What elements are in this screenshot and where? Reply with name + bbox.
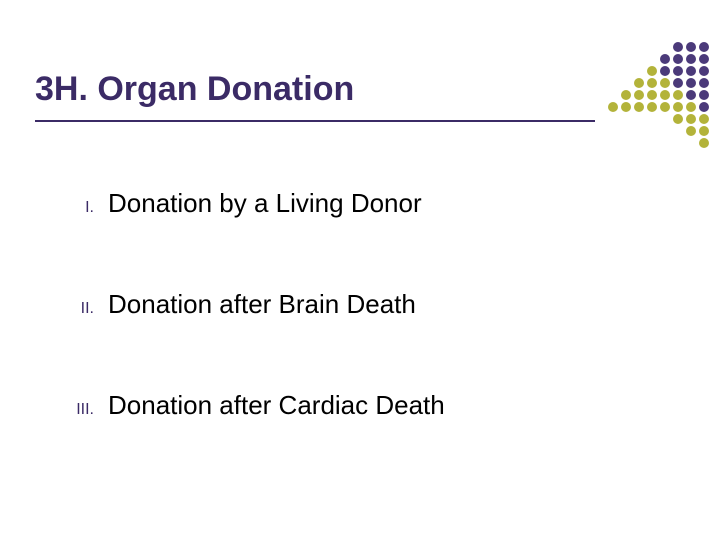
decoration-dot [673,66,683,76]
decoration-dot [660,66,670,76]
title-underline [35,120,595,122]
list-item-text: Donation after Cardiac Death [108,390,445,421]
list-item-text: Donation by a Living Donor [108,188,422,219]
content-list: I. Donation by a Living Donor II. Donati… [70,188,445,421]
decoration-dot [686,66,696,76]
decoration-dot [621,90,631,100]
decoration-dot [673,54,683,64]
decoration-dot [699,54,709,64]
decoration-dot [660,54,670,64]
slide: 3H. Organ Donation I. Donation by a Livi… [0,0,720,540]
list-numeral: I. [70,199,94,217]
title-container: 3H. Organ Donation [35,70,585,109]
decoration-dot [660,102,670,112]
decoration-dot [660,90,670,100]
list-item: I. Donation by a Living Donor [70,188,445,219]
decoration-dot [699,66,709,76]
decoration-dot [647,90,657,100]
decoration-dot [699,138,709,148]
decoration-dot [621,102,631,112]
slide-title: 3H. Organ Donation [35,70,585,109]
decoration-dot [634,90,644,100]
decoration-dot [686,78,696,88]
decoration-dot [673,42,683,52]
decoration-dot [673,102,683,112]
decoration-dot [647,78,657,88]
decoration-dot [686,126,696,136]
decoration-dot [673,114,683,124]
decoration-dot [686,102,696,112]
decoration-dot [647,66,657,76]
decoration-dot [634,78,644,88]
decoration-dot [634,102,644,112]
list-item: II. Donation after Brain Death [70,289,445,320]
decoration-dot [699,126,709,136]
decoration-dot [686,54,696,64]
list-numeral: III. [70,401,94,419]
decoration-dot [608,102,618,112]
decoration-dot [699,42,709,52]
decoration-dot [686,114,696,124]
list-item: III. Donation after Cardiac Death [70,390,445,421]
decoration-dot [699,78,709,88]
decoration-dot [673,90,683,100]
decoration-dot [686,42,696,52]
list-numeral: II. [70,300,94,318]
decoration-dot [673,78,683,88]
decoration-dot [699,90,709,100]
decoration-dot [699,102,709,112]
decoration-dot [699,114,709,124]
decoration-dot [660,78,670,88]
decoration-dot [686,90,696,100]
decoration-dot [647,102,657,112]
list-item-text: Donation after Brain Death [108,289,416,320]
